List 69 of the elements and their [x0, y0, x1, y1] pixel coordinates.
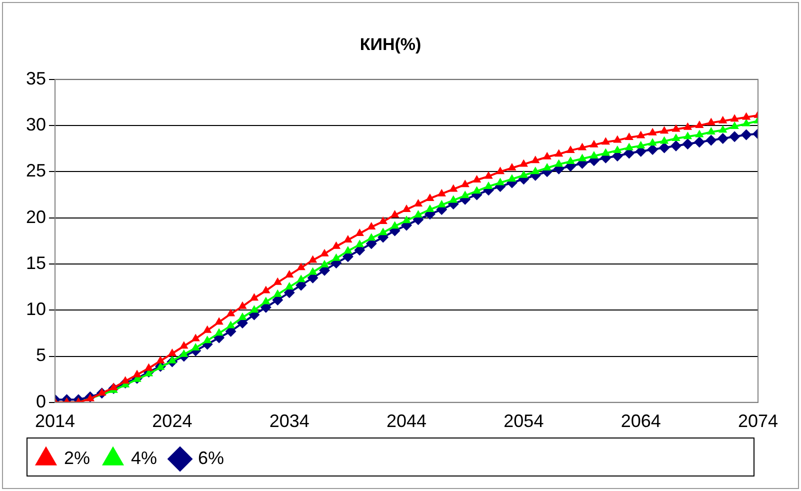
- point: [308, 267, 318, 275]
- point: [355, 240, 364, 248]
- point: [168, 356, 177, 364]
- legend-label: 2%: [64, 448, 90, 468]
- point: [414, 210, 423, 218]
- point: [238, 312, 247, 320]
- x-tick-label: 2054: [504, 411, 544, 432]
- point: [273, 289, 282, 297]
- point: [203, 336, 212, 344]
- x-tick-label: 2064: [620, 411, 661, 432]
- point: [519, 170, 528, 178]
- y-tick-label: 0: [36, 391, 46, 412]
- point: [344, 246, 352, 254]
- point: [390, 221, 400, 229]
- point: [718, 125, 728, 133]
- point: [262, 296, 270, 304]
- point: [508, 174, 516, 182]
- point: [426, 204, 434, 212]
- point: [683, 132, 692, 140]
- point: [590, 150, 598, 158]
- y-tick-label: 10: [26, 299, 46, 320]
- point: [296, 274, 306, 282]
- legend-label: 4%: [131, 448, 158, 468]
- point: [660, 136, 669, 144]
- point: [378, 228, 388, 236]
- point: [180, 349, 188, 357]
- point: [484, 181, 493, 189]
- point: [320, 260, 329, 268]
- point: [742, 118, 751, 126]
- point: [332, 253, 341, 261]
- point: [367, 233, 376, 241]
- point: [613, 145, 622, 153]
- point: [402, 216, 411, 224]
- point: [250, 305, 259, 313]
- x-tick-label: 2024: [152, 411, 192, 432]
- point: [437, 200, 446, 208]
- point: [449, 195, 458, 203]
- point: [531, 166, 540, 174]
- y-tick-label: 20: [26, 206, 46, 227]
- x-tick-label: 2014: [35, 411, 76, 432]
- point: [648, 138, 657, 146]
- legend-label: 6%: [198, 448, 224, 468]
- point: [624, 142, 634, 150]
- y-tick-label: 25: [26, 160, 46, 181]
- x-tick-label: 2034: [269, 411, 310, 432]
- point: [496, 178, 505, 186]
- point: [226, 320, 236, 328]
- point: [214, 328, 224, 336]
- point: [191, 342, 200, 350]
- point: [601, 148, 610, 156]
- point: [554, 159, 564, 167]
- y-tick-label: 5: [36, 345, 46, 366]
- point: [542, 162, 552, 170]
- point: [460, 190, 470, 198]
- point: [695, 130, 704, 138]
- y-tick-label: 15: [26, 252, 46, 273]
- chart-title: КИН(%): [360, 34, 422, 54]
- point: [730, 121, 739, 129]
- point: [472, 186, 482, 194]
- point: [636, 140, 646, 148]
- x-tick-label: 2044: [386, 411, 427, 432]
- point: [672, 133, 680, 141]
- point: [566, 156, 575, 164]
- point: [285, 282, 294, 290]
- point: [706, 127, 716, 135]
- y-tick-label: 30: [26, 114, 46, 135]
- x-tick-label: 2074: [738, 411, 778, 432]
- y-tick-label: 35: [26, 68, 46, 88]
- point: [578, 154, 587, 162]
